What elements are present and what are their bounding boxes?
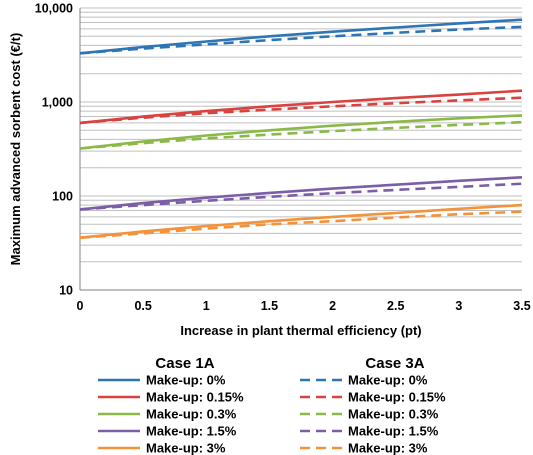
x-tick-labels: 0 0.5 1 1.5 2 2.5 3 3.5 xyxy=(77,299,531,313)
x-axis-title: Increase in plant thermal efficiency (pt… xyxy=(180,323,421,338)
legend-label: Make-up: 0.3% xyxy=(146,407,237,422)
series-line-case1a-0 xyxy=(79,18,523,55)
y-tick-label: 10,000 xyxy=(35,2,73,16)
x-tick-label: 0.5 xyxy=(134,299,151,313)
legend-group-title: Case 1A xyxy=(155,355,214,372)
legend-label: Make-up: 0.15% xyxy=(348,390,446,405)
series-line-case1a-4 xyxy=(79,203,523,239)
legend-label: Make-up: 0% xyxy=(146,373,226,388)
y-tick-label: 100 xyxy=(52,190,73,204)
y-tick-label: 1,000 xyxy=(42,96,73,110)
y-axis-title: Maximum advanced sorbent cost (€/t) xyxy=(8,33,23,266)
series-line-case3a-6 xyxy=(79,96,523,125)
legend-label: Make-up: 3% xyxy=(348,441,428,455)
legend-label: Make-up: 0.3% xyxy=(348,407,439,422)
series-line-case1a-3 xyxy=(79,176,523,211)
x-tick-label: 2.5 xyxy=(387,299,404,313)
y-tick-label: 10 xyxy=(59,284,73,298)
x-tick-label: 2 xyxy=(329,299,336,313)
series-line-case3a-7 xyxy=(79,120,523,150)
x-tick-label: 0 xyxy=(77,299,84,313)
legend-group-title: Case 3A xyxy=(365,355,424,372)
series-lines xyxy=(79,18,523,239)
y-tick-labels: 10 100 1,000 10,000 xyxy=(35,2,73,298)
legend-label: Make-up: 0.15% xyxy=(146,390,244,405)
x-tick-label: 3 xyxy=(455,299,462,313)
series-line-case3a-9 xyxy=(79,210,523,239)
series-line-case3a-8 xyxy=(79,182,523,211)
x-tick-label: 1 xyxy=(203,299,210,313)
series-line-case1a-2 xyxy=(79,114,523,150)
legend-label: Make-up: 3% xyxy=(146,441,226,455)
legend-label: Make-up: 0% xyxy=(348,373,428,388)
legend-label: Make-up: 1.5% xyxy=(348,424,439,439)
series-line-case3a-5 xyxy=(79,25,523,55)
legend-label: Make-up: 1.5% xyxy=(146,424,237,439)
x-tick-label: 3.5 xyxy=(513,299,530,313)
x-tick-label: 1.5 xyxy=(261,299,278,313)
gridlines xyxy=(80,7,522,263)
